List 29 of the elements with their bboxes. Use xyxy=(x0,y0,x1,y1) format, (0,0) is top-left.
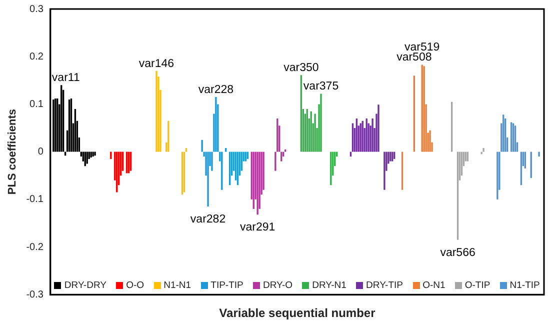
x-axis-title: Variable sequential number xyxy=(219,306,376,320)
legend-label: TIP-TIP xyxy=(210,280,244,291)
legend-label: DRY-N1 xyxy=(311,280,346,291)
y-axis-title: PLS coefficients xyxy=(6,109,19,195)
annotation: var519 xyxy=(404,42,440,54)
y-tick-label: 0.1 xyxy=(30,98,44,110)
annotation: var146 xyxy=(138,58,174,70)
legend-label: N1-N1 xyxy=(162,280,192,291)
legend-label: O-N1 xyxy=(422,280,446,291)
y-tick-label: -0.1 xyxy=(26,194,44,206)
y-tick-label: -0.2 xyxy=(26,242,44,253)
annotation: var566 xyxy=(440,246,476,259)
legend-label: N1-TIP xyxy=(508,280,540,291)
annotation: var228 xyxy=(198,84,234,96)
legend-label: O-TIP xyxy=(464,280,490,291)
legend-label: DRY-O xyxy=(262,280,293,291)
annotation: var282 xyxy=(190,214,226,226)
annotation: var375 xyxy=(303,80,339,93)
y-tick-label: 0.3 xyxy=(30,4,44,15)
annotation: var508 xyxy=(396,52,432,64)
legend-label: DRY-DRY xyxy=(63,280,106,291)
annotation: var291 xyxy=(240,222,276,234)
y-tick-label: 0.2 xyxy=(30,51,44,62)
y-tick-label: -0.3 xyxy=(26,289,44,300)
legend-label: DRY-TIP xyxy=(365,280,403,291)
annotation: var350 xyxy=(284,62,319,74)
y-tick-label: 0 xyxy=(38,146,44,158)
legend-label: O-O xyxy=(125,280,144,291)
annotation: var11 xyxy=(52,72,80,84)
